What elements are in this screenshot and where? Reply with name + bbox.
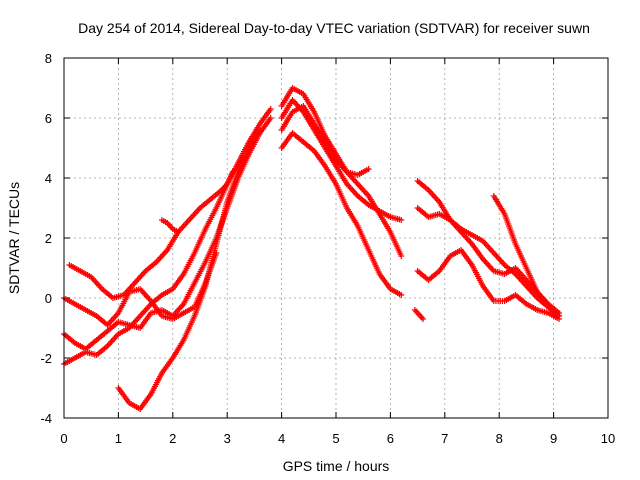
data-point	[556, 313, 563, 319]
y-tick-labels: -4 -2 0 2 4 6 8	[40, 51, 52, 426]
x-tick-labels: 0 1 2 3 4 5 6 7 8 9 10	[60, 431, 615, 446]
series-track-3	[66, 169, 236, 301]
y-axis-label: SDTVAR / TECUs	[6, 182, 22, 294]
chart-title: Day 254 of 2014, Sidereal Day-to-day VTE…	[78, 20, 590, 36]
series-track-1	[61, 106, 274, 367]
data-point	[267, 106, 274, 112]
data-point	[365, 166, 372, 172]
x-tick-label: 3	[224, 431, 231, 446]
data-point	[175, 229, 182, 235]
data-point	[398, 217, 405, 223]
x-tick-label: 4	[278, 431, 285, 446]
data-point	[420, 316, 427, 322]
y-tick-label: 6	[45, 111, 52, 126]
series-track-14	[411, 307, 427, 322]
data-point	[229, 169, 236, 175]
series-track-6	[278, 130, 405, 298]
x-tick-label: 10	[601, 431, 615, 446]
series-track-11	[414, 205, 563, 316]
series-track-8	[278, 85, 405, 259]
series-track-15	[158, 217, 182, 235]
x-tick-label: 1	[115, 431, 122, 446]
series-track-12	[414, 247, 563, 322]
y-tick-label: -4	[40, 411, 52, 426]
x-tick-label: 5	[332, 431, 339, 446]
y-tick-label: 4	[45, 171, 52, 186]
x-tick-label: 8	[496, 431, 503, 446]
x-tick-label: 2	[169, 431, 176, 446]
data-point	[398, 253, 405, 259]
grid-lines	[64, 58, 608, 418]
x-axis-label: GPS time / hours	[283, 458, 390, 474]
y-tick-label: 8	[45, 51, 52, 66]
data-point	[267, 115, 274, 121]
plot-frame	[63, 57, 609, 419]
data-point	[256, 127, 263, 133]
series-track-9	[278, 103, 372, 178]
x-tick-label: 9	[550, 431, 557, 446]
y-tick-label: 0	[45, 291, 52, 306]
y-tick-label: -2	[40, 351, 52, 366]
data-point	[398, 292, 405, 298]
data-points	[61, 85, 563, 412]
series-track-13	[490, 193, 563, 319]
x-tick-label: 6	[387, 431, 394, 446]
y-tick-label: 2	[45, 231, 52, 246]
series-track-5	[115, 127, 263, 412]
x-tick-label: 0	[60, 431, 67, 446]
x-tick-label: 7	[441, 431, 448, 446]
